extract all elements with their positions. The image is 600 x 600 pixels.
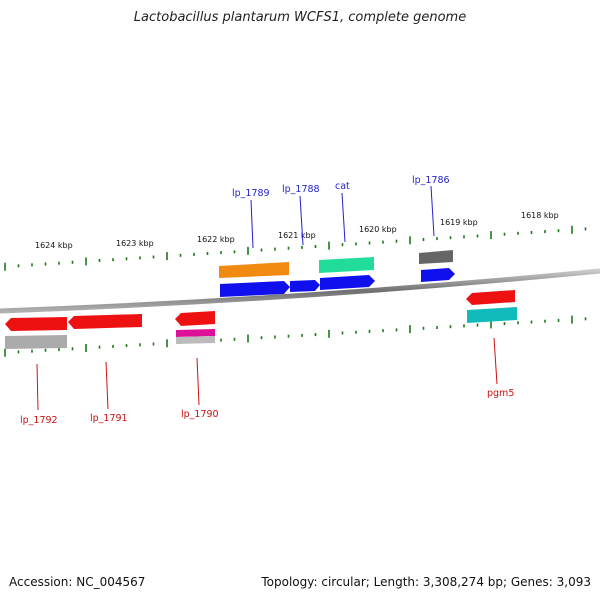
leader-lp-1788	[299, 195, 304, 246]
gene-label-lp-1788: lp_1788	[282, 184, 320, 195]
gene-label-cat: cat	[335, 181, 350, 192]
kbp-label-1622: 1622 kbp	[197, 235, 235, 244]
kbp-label-1619: 1619 kbp	[440, 218, 478, 227]
feature-magenta	[176, 329, 215, 337]
gene-arrow-lp-1791[interactable]	[68, 314, 142, 329]
kbp-label-1620: 1620 kbp	[359, 225, 397, 234]
gene-arrow-pgm5[interactable]	[466, 290, 515, 305]
gene-arrow-lp-1789[interactable]	[220, 281, 290, 297]
gene-label-lp-1790: lp_1790	[181, 409, 219, 420]
map-title: Lactobacillus plantarum WCFS1, complete …	[133, 10, 467, 25]
feature-darkgray	[419, 250, 453, 264]
kbp-label-1618: 1618 kbp	[521, 211, 559, 220]
leader-lp-1786	[430, 185, 435, 237]
leader-lp-1789	[250, 199, 254, 249]
topology-text: Topology: circular; Length: 3,308,274 bp…	[261, 575, 591, 589]
feature-orange	[219, 262, 289, 278]
feature-lightgray-2	[176, 336, 215, 344]
feature-green	[319, 257, 374, 273]
gene-arrow-lp-1790[interactable]	[175, 311, 215, 326]
gene-label-lp-1786: lp_1786	[412, 175, 450, 186]
upper-tick-track	[4, 225, 587, 271]
gene-label-lp-1791: lp_1791	[90, 413, 128, 424]
accession-text: Accession: NC_004567	[9, 575, 146, 589]
gene-arrow-lp-1788[interactable]	[290, 280, 320, 292]
leader-lp-1792	[36, 363, 39, 411]
gene-arrow-lp-1792[interactable]	[5, 317, 67, 331]
kbp-label-1624: 1624 kbp	[35, 241, 73, 250]
leader-lp-1791	[105, 361, 109, 410]
feature-lightgray-1	[5, 335, 67, 349]
gene-label-lp-1789: lp_1789	[232, 188, 270, 199]
gene-arrow-cat[interactable]	[320, 275, 375, 290]
kbp-label-1623: 1623 kbp	[116, 239, 154, 248]
gene-label-lp-1792: lp_1792	[20, 415, 58, 426]
leader-lp-1790	[196, 357, 200, 406]
gene-arrow-lp-1786[interactable]	[421, 268, 455, 282]
kbp-label-1621: 1621 kbp	[278, 231, 316, 240]
leader-cat	[341, 192, 346, 243]
feature-cyan	[467, 307, 517, 323]
leader-pgm5	[493, 337, 498, 385]
genome-backbone	[0, 268, 600, 314]
gene-label-pgm5: pgm5	[487, 388, 514, 399]
